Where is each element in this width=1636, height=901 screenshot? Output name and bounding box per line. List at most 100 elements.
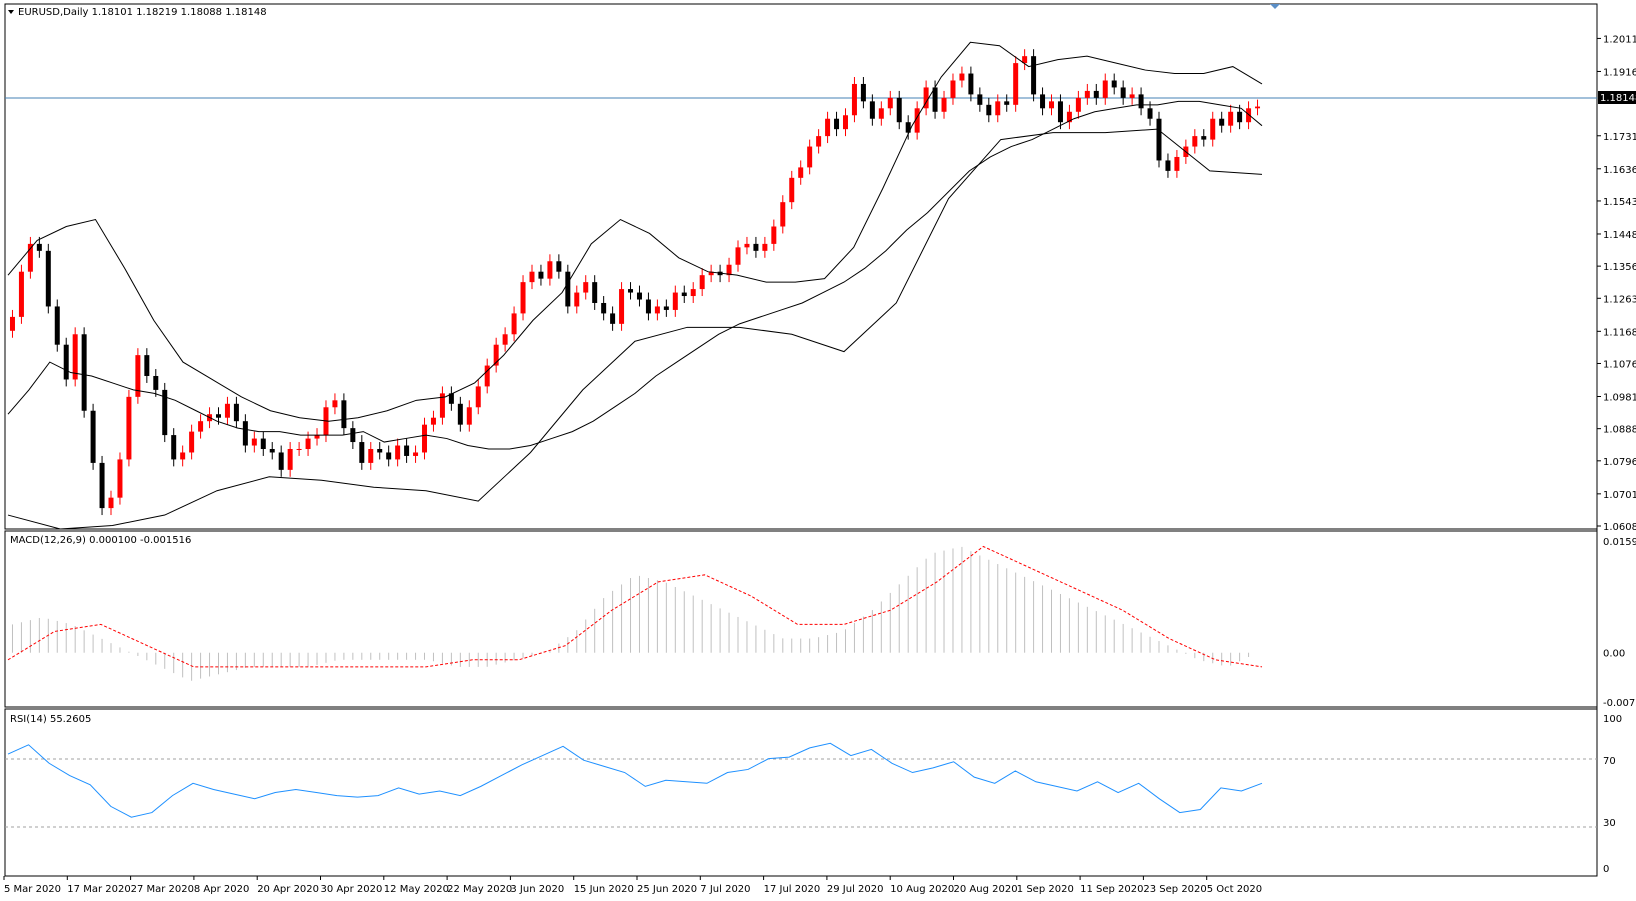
- candle-body: [1022, 56, 1028, 64]
- candle-body: [135, 355, 141, 397]
- candle-body: [189, 431, 195, 453]
- price-tick-label: 1.09810: [1603, 393, 1636, 404]
- rsi-tick-label: 0: [1603, 864, 1609, 875]
- candle-body: [126, 396, 132, 460]
- candle-body: [610, 313, 616, 324]
- macd-panel-header: MACD(12,26,9) 0.000100 -0.001516: [10, 535, 191, 546]
- candles-group: [9, 49, 1261, 516]
- rsi-tick-label: 30: [1603, 818, 1616, 829]
- candle-body: [1156, 118, 1162, 161]
- candle-body: [99, 462, 105, 509]
- candle-body: [1201, 136, 1207, 140]
- price-tick-label: 1.16360: [1603, 165, 1636, 176]
- candle-body: [1057, 101, 1063, 123]
- rsi-group: [7, 742, 1263, 818]
- time-tick-label: 3 Jun 2020: [510, 884, 564, 895]
- candle-body: [807, 146, 813, 168]
- time-tick-label: 20 Apr 2020: [257, 884, 319, 895]
- candle-body: [72, 334, 78, 380]
- candle-body: [1138, 94, 1144, 109]
- price-panel-header: EURUSD,Daily 1.18101 1.18219 1.18088 1.1…: [18, 7, 267, 18]
- candle-body: [914, 108, 920, 133]
- candle-body: [359, 442, 365, 463]
- time-tick-label: 23 Sep 2020: [1143, 884, 1206, 895]
- lower-band-line: [7, 128, 1263, 530]
- candle-body: [108, 497, 114, 509]
- candle-body: [968, 73, 974, 95]
- rsi-axis: 100 70 30 0: [1603, 714, 1622, 875]
- candle-body: [744, 243, 750, 248]
- macd-axis: 0.015917 0.00 -0.00724: [1603, 537, 1636, 709]
- candle-body: [1102, 80, 1108, 98]
- candle-body: [834, 118, 840, 130]
- candle-body: [90, 410, 96, 463]
- triangle-down-icon[interactable]: [8, 10, 14, 14]
- price-tick-label: 1.14485: [1603, 230, 1636, 241]
- candle-body: [377, 448, 383, 453]
- candle-body: [36, 243, 42, 251]
- time-tick-label: 11 Sep 2020: [1080, 884, 1143, 895]
- candle-body: [825, 118, 831, 137]
- candle-body: [995, 101, 1001, 116]
- candle-body: [1129, 94, 1135, 98]
- candle-body: [735, 247, 741, 265]
- candle-body: [1255, 106, 1261, 109]
- candle-body: [619, 289, 625, 324]
- candle-body: [1228, 111, 1234, 126]
- time-tick-label: 12 May 2020: [384, 884, 449, 895]
- candle-body: [180, 452, 186, 460]
- candle-body: [601, 302, 607, 314]
- candle-body: [81, 334, 87, 411]
- candle-body: [233, 403, 239, 422]
- candle-body: [520, 282, 526, 314]
- price-tick-label: 1.10760: [1603, 359, 1636, 370]
- candle-body: [1031, 56, 1037, 95]
- time-tick-label: 22 May 2020: [447, 884, 512, 895]
- candle-body: [977, 94, 983, 105]
- candle-body: [780, 202, 786, 227]
- triangle-down-icon[interactable]: [1270, 4, 1280, 9]
- time-tick-label: 5 Oct 2020: [1207, 884, 1262, 895]
- candle-body: [950, 80, 956, 98]
- candle-body: [260, 438, 266, 449]
- price-tick-label: 1.07010: [1603, 490, 1636, 501]
- macd-tick-label: 0.00: [1603, 649, 1625, 660]
- candle-body: [583, 282, 589, 293]
- candle-body: [574, 292, 580, 307]
- candle-body: [1040, 94, 1046, 109]
- candle-body: [547, 261, 553, 279]
- rsi-tick-label: 70: [1603, 756, 1616, 767]
- candle-body: [1147, 108, 1153, 119]
- candle-body: [986, 104, 992, 116]
- candle-body: [905, 122, 911, 133]
- price-tick-label: 1.11685: [1603, 327, 1636, 338]
- candle-body: [1049, 101, 1055, 109]
- candle-body: [305, 438, 311, 449]
- candle-body: [413, 452, 419, 456]
- macd-signal-line: [7, 545, 1263, 668]
- candle-body: [1084, 90, 1090, 98]
- candle-body: [1093, 90, 1099, 98]
- candle-body: [663, 306, 669, 310]
- time-tick-label: 15 Jun 2020: [574, 884, 634, 895]
- time-tick-label: 8 Apr 2020: [194, 884, 249, 895]
- candle-body: [681, 292, 687, 297]
- candle-body: [1165, 160, 1171, 171]
- time-tick-label: 17 Mar 2020: [67, 884, 130, 895]
- price-tick-label: 1.06085: [1603, 522, 1636, 533]
- candle-body: [538, 271, 544, 279]
- candle-body: [1192, 136, 1198, 147]
- candle-body: [556, 261, 562, 272]
- candle-body: [341, 400, 347, 429]
- candle-body: [350, 428, 356, 443]
- candle-body: [117, 459, 123, 498]
- macd-tick-label: 0.015917: [1603, 537, 1636, 548]
- candle-body: [368, 448, 374, 463]
- candle-body: [242, 421, 248, 446]
- time-tick-label: 29 Jul 2020: [827, 884, 884, 895]
- candle-body: [816, 136, 822, 147]
- candle-body: [959, 73, 965, 81]
- candle-body: [171, 435, 177, 460]
- time-tick-label: 25 Jun 2020: [637, 884, 697, 895]
- candle-body: [1120, 87, 1126, 98]
